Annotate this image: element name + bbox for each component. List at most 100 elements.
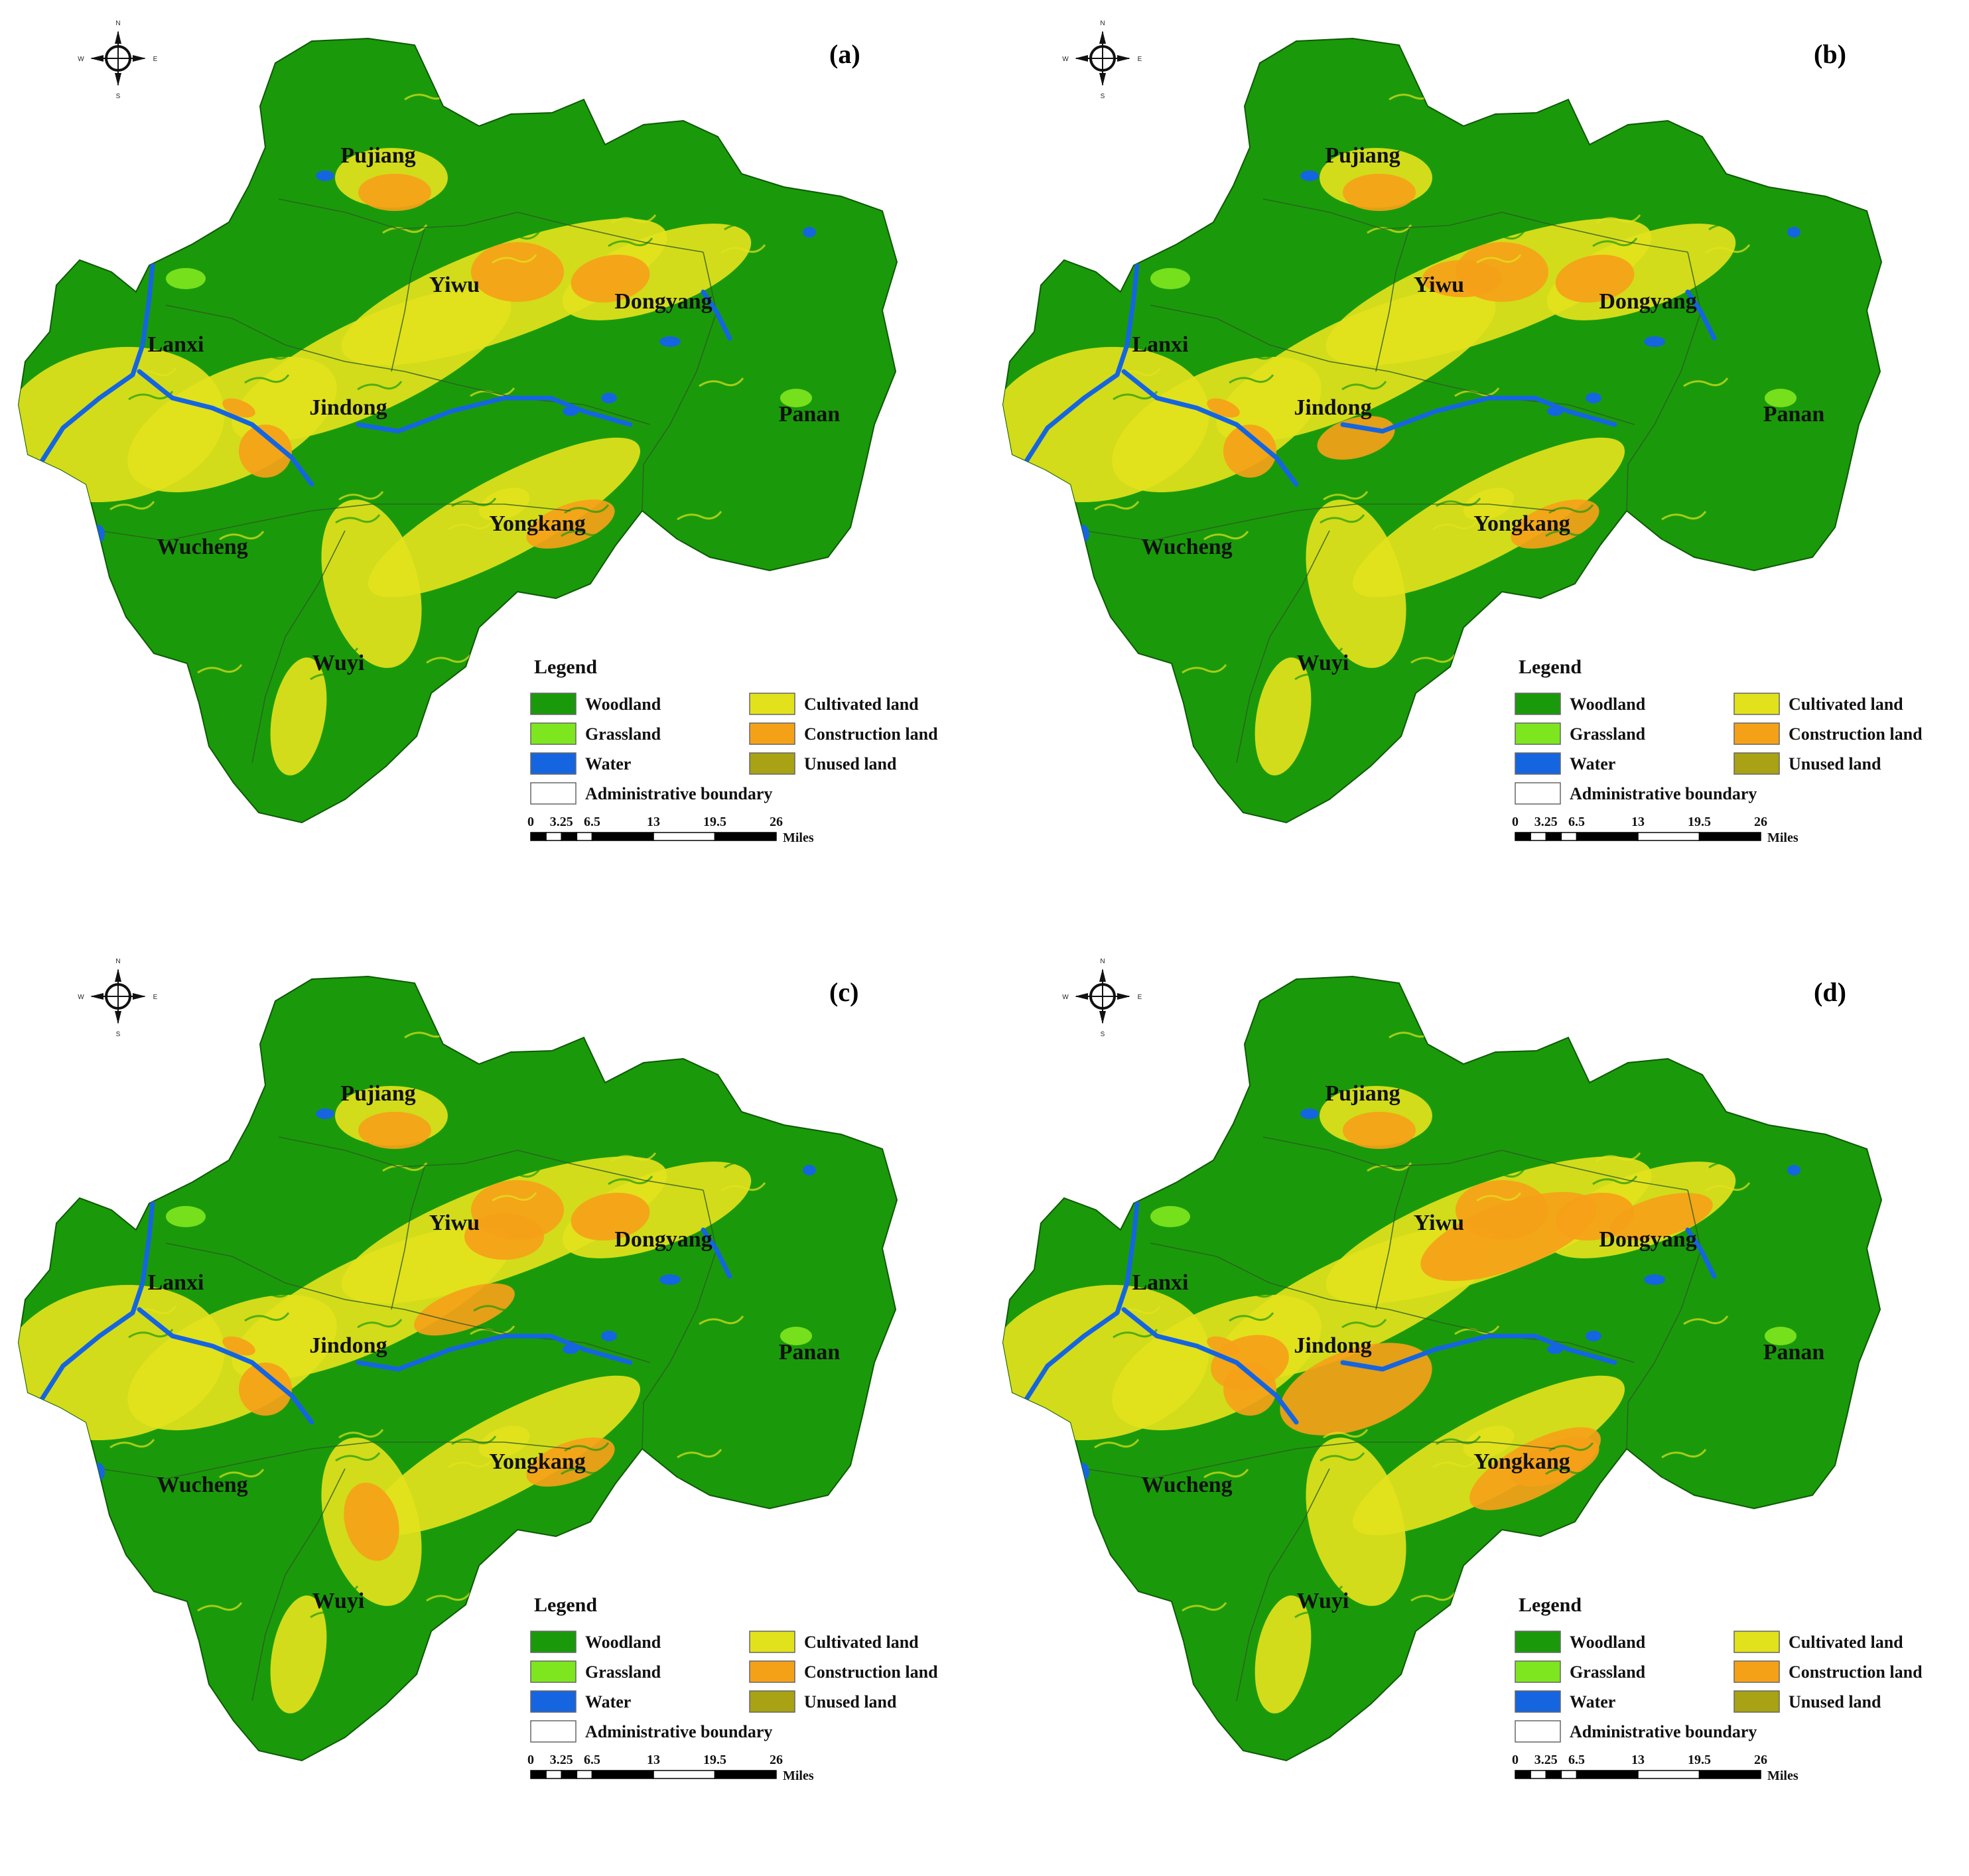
texture-stroke: [630, 1042, 675, 1052]
texture-stroke: [1596, 1152, 1641, 1162]
construction-zone: [1223, 425, 1276, 478]
administrative-boundary-line: [1083, 503, 1556, 541]
texture-stroke: [84, 657, 130, 667]
scale-segment: [530, 1770, 547, 1779]
scale-tick-label: 13: [647, 1753, 660, 1767]
construction-zone: [414, 1283, 515, 1336]
scale-tick-label: 6.5: [584, 815, 600, 829]
texture-stroke: [1727, 1049, 1773, 1059]
legend-swatch: [749, 1660, 795, 1683]
scale-segment: [591, 832, 654, 841]
texture-stroke: [266, 1179, 312, 1189]
legend-label: Cultivated land: [1789, 1633, 1903, 1652]
texture-stroke: [1138, 234, 1184, 244]
place-label-wucheng: Wucheng: [1141, 535, 1232, 559]
scale-segment: [1637, 1770, 1700, 1779]
legend-swatch: [530, 1720, 577, 1743]
compass-s-label: S: [116, 93, 121, 100]
compass-w-label: W: [78, 994, 84, 1001]
texture-stroke: [495, 231, 541, 241]
compass-n-label: N: [115, 20, 120, 27]
texture-stroke: [1796, 384, 1842, 394]
texture-stroke: [561, 527, 606, 537]
texture-stroke: [1272, 1045, 1318, 1055]
river: [701, 1227, 732, 1279]
scale-tick-label: 26: [770, 1753, 783, 1767]
construction-zone: [358, 1112, 431, 1149]
scale-tick-label: 0: [527, 1753, 534, 1767]
texture-stroke: [633, 1019, 679, 1029]
river: [356, 1333, 633, 1372]
grassland-zone: [140, 1597, 172, 1619]
texture-stroke: [673, 1472, 719, 1482]
place-label-lanxi: Lanxi: [1132, 332, 1188, 357]
legend-title: Legend: [534, 1594, 597, 1616]
texture-stroke: [1479, 1169, 1525, 1179]
legend-swatch: [1733, 693, 1780, 715]
texture-stroke: [153, 1172, 199, 1182]
place-label-wucheng: Wucheng: [1141, 1473, 1232, 1497]
texture-stroke: [1708, 1159, 1754, 1169]
reservoir: [1547, 1345, 1563, 1354]
texture-stroke: [401, 114, 446, 124]
texture-stroke: [1345, 358, 1391, 368]
administrative-boundary-line: [1262, 198, 1688, 253]
legend-label: Cultivated land: [804, 1633, 919, 1652]
cultivated-zone: [1255, 657, 1312, 775]
construction-zone: [239, 1363, 292, 1416]
texture-stroke: [66, 1009, 111, 1019]
legend-label: Cultivated land: [1789, 695, 1903, 714]
texture-stroke: [197, 664, 243, 674]
legend-label: Construction land: [1789, 1662, 1923, 1682]
scale-segment: [1698, 1770, 1761, 1779]
construction-zone: [1422, 260, 1502, 297]
legend-label: Woodland: [585, 1633, 661, 1652]
texture-stroke: [244, 374, 290, 384]
legend-label: Grassland: [585, 724, 661, 744]
administrative-boundary-line: [1626, 1189, 1702, 1449]
place-label-yongkang: Yongkang: [1473, 511, 1570, 536]
legend-swatch: [1515, 782, 1561, 805]
texture-stroke: [157, 211, 202, 221]
texture-stroke: [106, 1462, 152, 1472]
texture-stroke: [426, 654, 472, 664]
administrative-boundary-line: [1375, 228, 1410, 372]
texture-stroke: [1476, 1192, 1522, 1202]
texture-stroke: [789, 1455, 835, 1465]
place-label-panan: Panan: [1763, 402, 1825, 427]
construction-zone: [1469, 1427, 1601, 1510]
texture-stroke: [1527, 1575, 1572, 1585]
administrative-boundary-line: [1236, 1468, 1330, 1702]
texture-stroke: [858, 94, 897, 104]
administrative-boundary-line: [1262, 1136, 1688, 1191]
reservoir: [803, 1165, 816, 1175]
scale-tick-label: 19.5: [1688, 815, 1711, 829]
texture-stroke: [1323, 491, 1369, 501]
scale-unit-label: Miles: [1767, 831, 1799, 845]
reservoir: [1547, 407, 1563, 416]
legend: Legend Woodland Cultivated land Grassland Co…: [530, 1594, 938, 1743]
administrative-boundary-line: [278, 198, 704, 253]
texture-stroke: [401, 1052, 446, 1062]
scale-segment: [561, 832, 578, 841]
river: [137, 369, 314, 487]
grassland-zone: [1765, 1327, 1797, 1345]
place-label-pujiang: Pujiang: [1325, 1081, 1400, 1106]
texture-stroke: [1636, 1605, 1682, 1615]
texture-stroke: [1163, 78, 1209, 88]
texture-stroke: [197, 1602, 243, 1612]
texture-stroke: [1072, 1572, 1118, 1582]
scale-segment: [591, 1770, 654, 1779]
place-label-lanxi: Lanxi: [147, 332, 204, 357]
texture-stroke: [742, 111, 788, 121]
scale-tick-label: 3.25: [550, 815, 573, 829]
texture-stroke: [673, 534, 719, 544]
legend-label: Administrative boundary: [1570, 784, 1757, 803]
compass-e-label: E: [1138, 994, 1142, 1001]
construction-zone: [1420, 1191, 1597, 1282]
texture-stroke: [1410, 654, 1456, 664]
construction-zone: [222, 398, 255, 418]
texture-stroke: [720, 244, 766, 254]
